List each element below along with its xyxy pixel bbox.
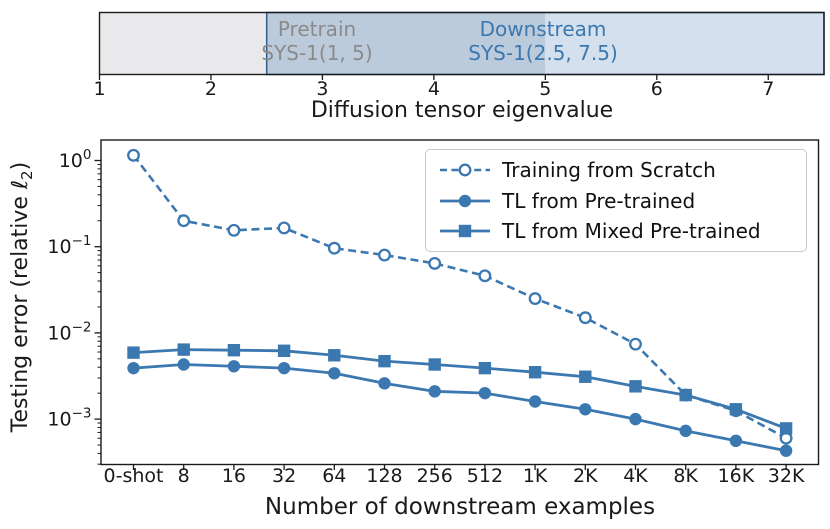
pretrain-region-detail: SYS-1(1, 5) xyxy=(261,40,373,65)
data-point-filled-circle xyxy=(579,403,592,416)
legend-label-mixed: TL from Mixed Pre-trained xyxy=(502,218,761,243)
top-x-tick-label: 4 xyxy=(428,78,440,100)
data-point-filled-square xyxy=(428,358,441,371)
data-point-filled-square xyxy=(328,349,341,362)
x-tick-label: 1K xyxy=(523,465,548,487)
data-point-filled-square xyxy=(277,344,291,357)
legend-row-mixed: TL from Mixed Pre-trained xyxy=(437,219,806,243)
legend-label-scratch: Training from Scratch xyxy=(502,158,716,183)
top-x-tick-label: 2 xyxy=(205,78,217,100)
y-axis-label-prefix: Testing error (relative ℓ xyxy=(7,179,33,433)
data-point-filled-circle xyxy=(227,360,241,373)
legend-swatch-solid-filled-square-icon xyxy=(440,224,490,237)
x-tick-label: 8 xyxy=(178,465,190,487)
data-point-filled-square xyxy=(729,403,743,416)
downstream-region-detail: SYS-1(2.5, 7.5) xyxy=(468,40,618,65)
series-line-filled-circle xyxy=(133,363,787,453)
x-axis-label: Number of downstream examples xyxy=(264,494,656,520)
series-line-filled-square xyxy=(133,348,787,430)
top-x-tick-label: 3 xyxy=(316,78,328,100)
data-point-open-circle xyxy=(478,269,492,283)
overlap-range-bar xyxy=(266,12,546,75)
data-point-filled-circle xyxy=(277,361,291,375)
y-axis-label-sub: 2 xyxy=(18,170,37,180)
data-point-open-circle xyxy=(327,241,341,255)
data-point-filled-square xyxy=(528,366,542,379)
downstream-range-bar xyxy=(545,12,824,75)
series-line-open-circle xyxy=(132,154,787,440)
data-point-filled-square xyxy=(579,370,592,383)
top-x-tick-label: 6 xyxy=(651,78,663,100)
top-x-tick-label: 1 xyxy=(93,78,105,100)
top-x-tick-label: 5 xyxy=(539,78,551,100)
x-tick-label: 8K xyxy=(673,465,698,487)
x-tick-label: 32 xyxy=(272,465,296,487)
data-point-filled-square xyxy=(679,388,692,402)
data-point-open-circle xyxy=(528,292,542,306)
x-tick-label: 32K xyxy=(768,465,805,487)
data-point-open-circle xyxy=(378,248,391,262)
pretrain-region-label: Pretrain SYS-1(1, 5) xyxy=(261,17,373,65)
data-point-filled-circle xyxy=(629,412,642,426)
data-point-open-circle xyxy=(277,221,291,235)
top-axis-label: Diffusion tensor eigenvalue xyxy=(310,98,614,123)
x-tick-label: 128 xyxy=(366,465,402,487)
data-point-open-circle xyxy=(578,311,592,325)
data-point-filled-square xyxy=(227,343,241,357)
data-point-filled-square xyxy=(177,343,190,356)
x-tick-label: 0-shot xyxy=(104,465,164,487)
data-point-filled-square xyxy=(779,422,793,435)
data-point-open-circle xyxy=(428,256,442,270)
x-tick-label: 4K xyxy=(623,465,648,487)
x-tick-label: 2K xyxy=(573,465,598,487)
data-point-filled-circle xyxy=(779,444,793,457)
data-point-open-circle xyxy=(629,337,642,351)
y-tick-label: 10−3 xyxy=(47,406,91,431)
x-tick-label: 16 xyxy=(222,465,246,487)
legend-swatch-dashed-open-circle-icon xyxy=(440,163,490,177)
data-point-filled-circle xyxy=(528,395,542,408)
data-point-open-circle xyxy=(127,148,140,162)
x-tick-label: 256 xyxy=(417,465,453,487)
data-point-filled-square xyxy=(629,380,642,393)
data-point-filled-square xyxy=(378,354,391,368)
legend-row-scratch: Training from Scratch xyxy=(437,158,806,182)
data-point-filled-square xyxy=(478,361,492,375)
data-point-open-circle xyxy=(227,223,241,237)
data-point-open-circle xyxy=(177,214,191,228)
data-point-filled-circle xyxy=(679,424,692,438)
data-point-filled-circle xyxy=(127,361,140,375)
x-tick-label: 512 xyxy=(467,465,503,487)
downstream-region-label: Downstream SYS-1(2.5, 7.5) xyxy=(468,17,618,65)
x-tick-label: 64 xyxy=(322,465,346,487)
legend: Training from Scratch TL from Pre-traine… xyxy=(425,149,807,252)
y-axis-label-suffix: ) xyxy=(7,161,33,171)
y-tick-label: 100 xyxy=(59,147,92,172)
x-tick-label: 16K xyxy=(718,465,755,487)
legend-row-pretrained: TL from Pre-trained xyxy=(437,189,806,213)
data-point-filled-square xyxy=(127,346,140,359)
y-axis-label: Testing error (relative ℓ2) xyxy=(8,162,36,432)
top-axes-border xyxy=(98,11,825,76)
y-tick-label: 10−1 xyxy=(47,233,91,258)
top-x-tick-label: 7 xyxy=(762,78,774,100)
legend-label-pretrained: TL from Pre-trained xyxy=(502,188,696,213)
downstream-region-name: Downstream xyxy=(479,17,607,41)
data-point-filled-circle xyxy=(328,367,341,380)
pretrain-region-name: Pretrain xyxy=(277,17,357,41)
legend-swatch-solid-filled-circle-icon xyxy=(440,194,490,207)
data-point-filled-circle xyxy=(378,377,391,390)
main-axes-border xyxy=(100,139,820,466)
data-point-filled-circle xyxy=(478,386,492,400)
data-point-filled-circle xyxy=(428,385,441,398)
y-tick-label: 10−2 xyxy=(47,319,91,344)
data-point-filled-circle xyxy=(177,358,190,371)
data-point-filled-circle xyxy=(729,434,743,448)
